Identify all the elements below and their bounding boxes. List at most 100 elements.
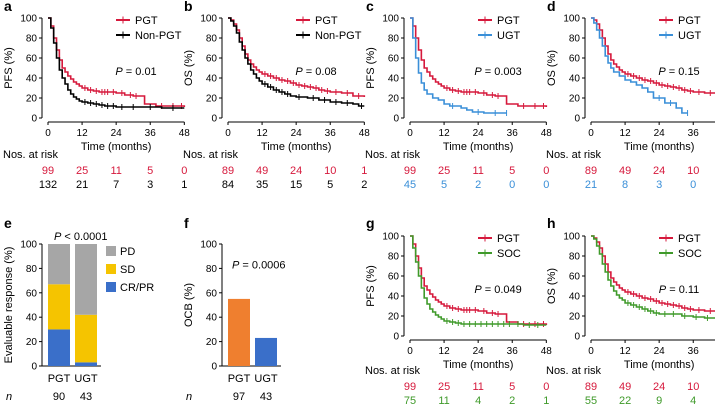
y-axis-label: OS (%)	[546, 50, 558, 86]
panel-letter: c	[366, 0, 374, 14]
risk-count-soc: 4	[690, 395, 696, 407]
risk-count-soc: 4	[475, 395, 481, 407]
x-tick-label: 24	[291, 128, 303, 139]
p-value-eq: =	[239, 259, 252, 271]
risk-count-pgt: 24	[653, 381, 665, 393]
x-tick-label: 0	[588, 128, 594, 139]
y-tick-label: 80	[569, 34, 581, 45]
x-tick-label: 0	[407, 128, 413, 139]
risk-count-non-pgt: 84	[222, 179, 234, 191]
risk-table-label: Nos. at risk	[546, 149, 602, 161]
y-tick-label: 80	[26, 264, 38, 275]
panel-letter: a	[4, 0, 12, 14]
x-tick-label: 36	[688, 128, 700, 139]
km-curve-pgt	[591, 235, 715, 312]
y-tick-label: 100	[382, 232, 399, 243]
p-value-eq: =	[482, 284, 495, 296]
n-value: 43	[80, 391, 92, 403]
legend-label: PGT	[678, 15, 701, 27]
y-axis-label: Evaluable response (%)	[3, 247, 15, 364]
y-tick-label: 60	[569, 272, 581, 283]
km-curve-non-pgt	[48, 17, 185, 109]
x-tick-label: 24	[473, 346, 485, 357]
x-category-label: PGT	[48, 373, 71, 385]
bar-pgt	[228, 298, 250, 366]
y-tick-label: 20	[569, 312, 581, 323]
y-tick-label: 100	[563, 232, 580, 243]
risk-count-pgt: 5	[147, 165, 153, 177]
y-tick-label: 80	[388, 252, 400, 263]
legend-label: UGT	[678, 30, 702, 42]
km-curve-pgt	[591, 17, 715, 94]
p-value-number: 0.01	[135, 66, 156, 78]
x-axis-label: Time (months)	[443, 141, 514, 153]
panel-letter: b	[184, 0, 193, 14]
y-tick-label: 40	[206, 74, 218, 85]
x-tick-label: 0	[45, 128, 51, 139]
y-tick-label: 20	[206, 337, 218, 348]
legend-label: CR/PR	[120, 282, 154, 294]
y-axis-label: OCB (%)	[183, 283, 195, 327]
n-value: 97	[233, 391, 245, 403]
legend-label: PGT	[497, 15, 520, 27]
legend-swatch	[106, 264, 116, 274]
risk-count-pgt: 89	[585, 381, 597, 393]
p-value: P < 0.0001	[54, 231, 108, 243]
km-curve-soc	[410, 235, 547, 326]
n-label: n	[186, 391, 192, 403]
risk-count-pgt: 89	[585, 165, 597, 177]
p-value-symbol: P	[474, 284, 482, 296]
y-tick-label: 60	[206, 288, 218, 299]
km-curve-pgt	[410, 235, 548, 325]
p-value: P = 0.08	[295, 66, 336, 78]
n-value: 43	[260, 391, 272, 403]
y-tick-label: 0	[31, 114, 37, 125]
p-value-symbol: P	[659, 284, 667, 296]
p-value-eq: =	[666, 66, 679, 78]
n-value: 90	[53, 391, 65, 403]
p-value-eq: =	[303, 66, 316, 78]
panel-letter: e	[4, 215, 12, 231]
x-tick-label: 12	[439, 128, 451, 139]
panel-a: a 0 20 40 60 80 100 PFS (%) 0 12 24 36 48 Time (month…	[3, 0, 190, 191]
stacked-bar-pd	[48, 244, 70, 285]
risk-count-pgt: 89	[222, 165, 234, 177]
risk-count-pgt: 11	[110, 165, 121, 177]
stacked-bar-cr-pr	[48, 329, 70, 366]
risk-count-pgt: 10	[324, 165, 336, 177]
risk-count-soc: 75	[404, 395, 416, 407]
legend-swatch	[106, 282, 116, 292]
y-tick-label: 80	[388, 34, 400, 45]
risk-count-pgt: 11	[472, 381, 483, 393]
legend-label: PD	[120, 246, 135, 258]
p-value: P = 0.003	[474, 66, 521, 78]
risk-count-non-pgt: 1	[181, 179, 187, 191]
x-axis-label: Time (months)	[624, 141, 695, 153]
panel-letter: d	[547, 0, 556, 14]
y-tick-label: 20	[26, 94, 38, 105]
risk-count-pgt: 1	[361, 165, 367, 177]
y-tick-label: 60	[26, 54, 38, 65]
risk-count-pgt: 0	[543, 165, 549, 177]
risk-count-soc: 9	[656, 395, 662, 407]
legend-label: SOC	[497, 248, 521, 260]
km-curve-ugt	[410, 17, 507, 114]
y-tick-label: 40	[569, 74, 581, 85]
stacked-bar-pd	[75, 244, 97, 315]
p-value-rest: < 0.0001	[61, 231, 107, 243]
risk-count-pgt: 25	[76, 165, 88, 177]
km-curve-pgt	[228, 17, 366, 97]
y-axis-label: PFS (%)	[365, 265, 377, 307]
panel-letter: f	[184, 215, 189, 231]
p-value-symbol: P	[232, 259, 240, 271]
p-value-number: 0.08	[315, 66, 336, 78]
risk-count-pgt: 25	[438, 165, 450, 177]
panel-e: e 0 20 40 60 80 100 Evaluable response (%) PD SD C…	[3, 215, 154, 403]
p-value: P = 0.0006	[232, 259, 286, 271]
x-tick-label: 0	[588, 346, 594, 357]
x-category-label: UGT	[254, 373, 278, 385]
